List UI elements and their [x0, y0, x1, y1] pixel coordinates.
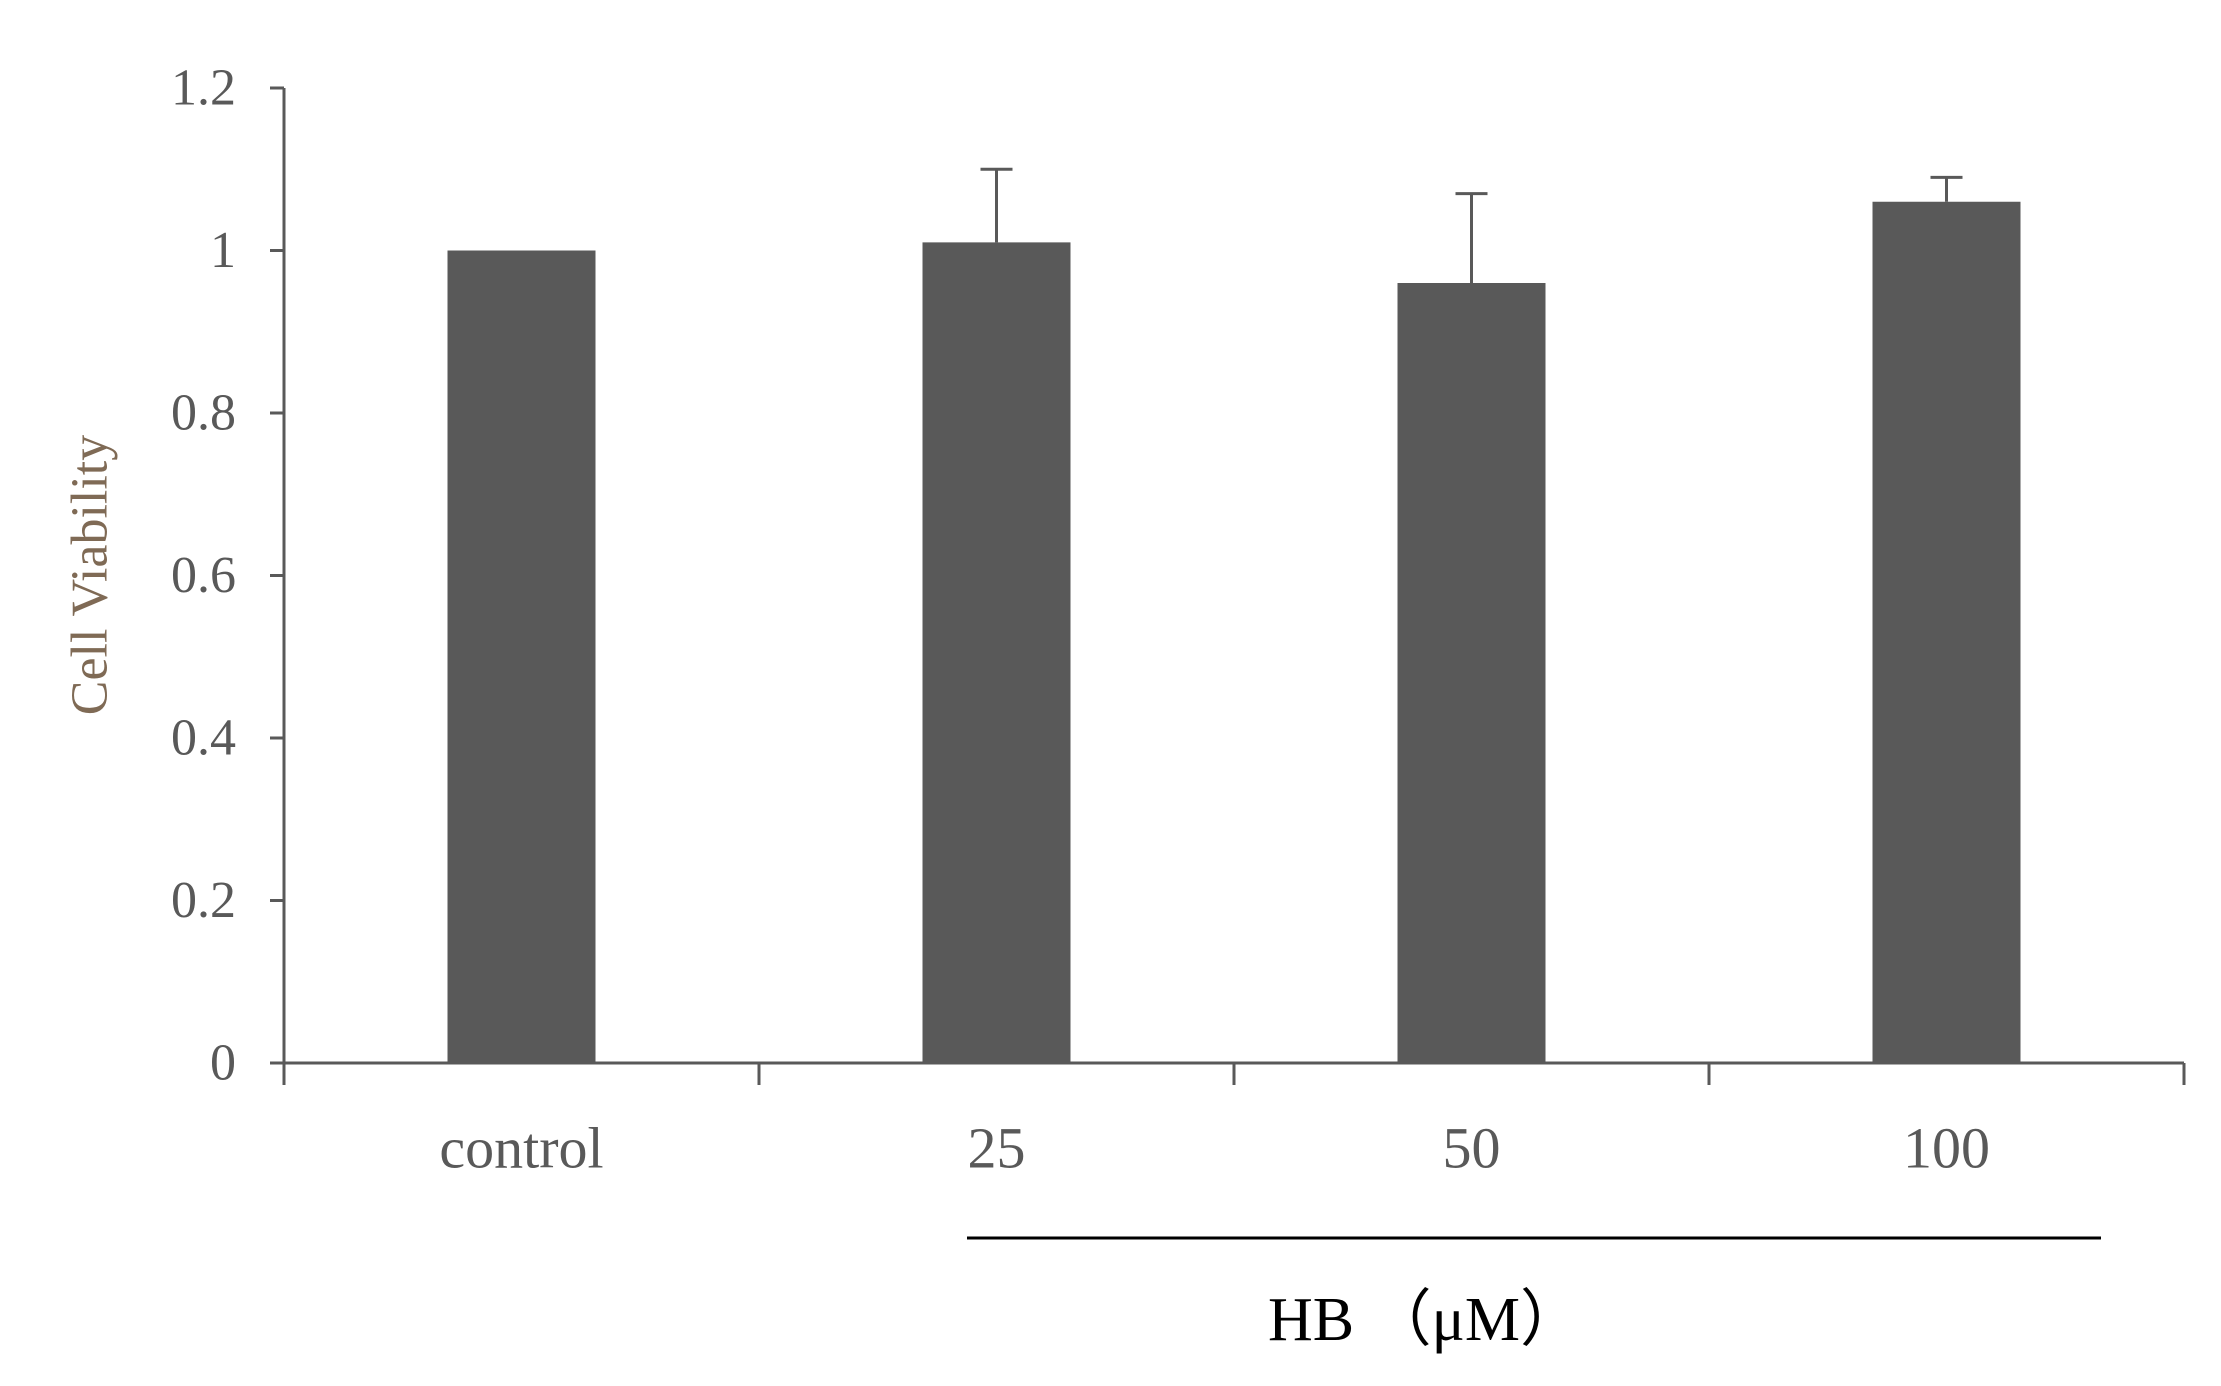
y-tick-label: 1.2 — [171, 60, 236, 117]
y-tick-label: 1 — [210, 222, 236, 279]
bar-control — [447, 250, 596, 1063]
error-bars — [980, 167, 1963, 283]
x-tick-label: 25 — [968, 1116, 1026, 1181]
bar-100 — [1872, 201, 2021, 1063]
y-tick-label: 0.2 — [171, 872, 236, 929]
y-tick-label: 0.4 — [171, 710, 236, 767]
x-tick-label: 50 — [1443, 1116, 1501, 1181]
y-tick-label: 0.6 — [171, 547, 236, 604]
x-tick-label: control — [439, 1116, 603, 1181]
bars — [447, 201, 2021, 1063]
y-axis-label: Cell Viability — [62, 435, 119, 715]
bar-25 — [922, 242, 1071, 1063]
y-tick-label: 0.8 — [171, 385, 236, 442]
y-tick-label: 0 — [210, 1035, 236, 1092]
group-label: HB （μM） — [1268, 1286, 1582, 1354]
axes — [270, 86, 2186, 1085]
bar-50 — [1397, 283, 1546, 1063]
x-tick-label: 100 — [1903, 1116, 1990, 1181]
labels: 0 0.2 0.4 0.6 0.8 1 1.2 control 25 50 100 — [171, 60, 1990, 1181]
